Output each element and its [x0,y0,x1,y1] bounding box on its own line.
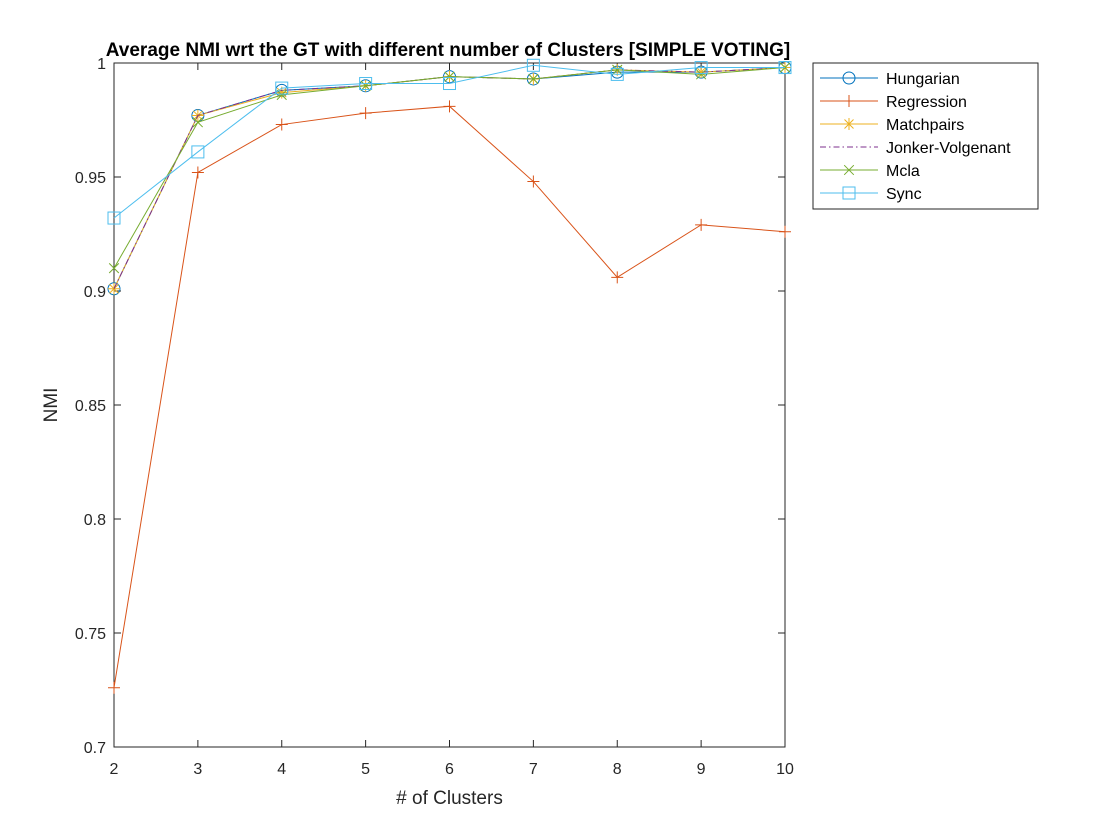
legend-item-sync: Sync [820,186,922,203]
y-tick-label: 0.95 [75,170,106,187]
data-point-regression [108,681,120,694]
x-tick-label: 4 [277,761,286,778]
x-tick-label: 5 [361,761,370,778]
data-point-mcla [528,73,539,85]
legend-marker [843,95,855,107]
data-point-regression [443,100,456,113]
x-tick-label: 10 [776,761,794,778]
data-point-regression [611,271,624,284]
legend-item-matchpairs: Matchpairs [820,117,964,134]
data-point-mcla [695,69,707,80]
data-point-regression [359,107,372,120]
legend-label: Hungarian [886,71,960,88]
y-axis-label: NMI [41,388,62,423]
series-line-sync [113,64,785,219]
data-point-regression [275,118,288,131]
data-point-mcla [612,64,623,75]
data-point-matchpairs [275,86,288,99]
legend: Hungarian Regression Matchpairs Jonker-Volg… [812,62,1039,210]
data-point-sync [694,61,708,75]
legend-item-jonker-volgenant: Jonker-Volgenant [820,140,1011,157]
series-layer [107,58,792,694]
legend-marker [842,186,856,200]
data-point-regression [779,225,791,238]
x-tick-label: 9 [697,761,706,778]
series-mcla [108,62,791,274]
data-point-mcla [192,117,204,128]
x-tick-label: 7 [529,761,538,778]
data-point-sync [359,77,373,91]
chart-title: Average NMI wrt the GT with different nu… [106,40,790,61]
data-point-regression [191,166,204,179]
legend-label: Sync [886,186,922,203]
data-point-sync [275,81,289,95]
axes-box [113,62,786,748]
legend-item-hungarian: Hungarian [820,71,960,88]
data-point-sync [610,67,624,81]
legend-label: Mcla [886,163,920,180]
data-point-sync [107,211,121,225]
y-tick-label: 0.8 [84,512,106,529]
legend-item-mcla: Mcla [820,163,920,180]
data-point-mcla [108,263,120,274]
legend-label: Matchpairs [886,117,964,134]
x-tick-label: 2 [110,761,119,778]
y-tick-label: 1 [97,56,106,73]
legend-marker [843,118,855,130]
data-point-matchpairs [695,66,708,79]
data-point-sync [526,58,540,72]
data-point-regression [527,175,540,188]
series-sync [107,58,792,225]
data-point-regression [695,218,708,231]
y-tick-label: 0.7 [84,740,106,757]
y-tick-label: 0.85 [75,398,106,415]
legend-item-regression: Regression [820,94,967,111]
data-point-mcla [276,89,287,101]
legend-box [812,62,1039,210]
series-regression [108,100,791,694]
x-axis-label: # of Clusters [396,788,503,809]
data-point-mcla [360,80,371,91]
data-point-mcla [444,71,455,82]
x-tick-label: 3 [193,761,202,778]
legend-label: Jonker-Volgenant [886,140,1011,157]
data-point-sync [443,77,456,91]
y-tick-label: 0.75 [75,626,106,643]
x-tick-label: 6 [445,761,454,778]
x-axis: 2 3 4 5 6 7 8 9 10 [110,63,794,778]
data-point-sync [191,145,205,159]
legend-marker [842,71,856,85]
x-tick-label: 8 [613,761,622,778]
legend-items: Hungarian Regression Matchpairs Jonker-Volg… [820,71,1011,203]
y-tick-label: 0.9 [84,284,106,301]
legend-label: Regression [886,94,967,111]
y-axis: 0.7 0.75 0.8 0.85 0.9 0.95 1 [75,56,785,757]
plot-area: 2 3 4 5 6 7 8 9 10 0.7 0.75 0.8 0.85 0.9 0.95 1 [75,56,794,778]
legend-marker [843,164,855,176]
data-point-sync [778,61,792,75]
